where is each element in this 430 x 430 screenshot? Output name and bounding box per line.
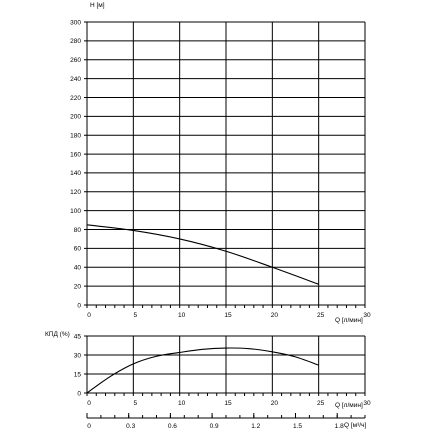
head-y-axis-label: H [м] — [90, 2, 105, 9]
top-x-tick-label: 20 — [271, 312, 279, 319]
bot-x-tick-label: 15 — [224, 400, 232, 407]
bot-x-tick-label: 0 — [87, 400, 91, 407]
bot-x-tick-label: 5 — [134, 400, 138, 407]
top-y-tick-label: 100 — [70, 208, 81, 215]
top-x-tick-label: 5 — [134, 312, 138, 319]
bot-x-tick-label: 25 — [317, 400, 325, 407]
top-y-tick-label: 40 — [74, 265, 82, 272]
top-x-tick-label: 15 — [224, 312, 232, 319]
head-curve — [86, 224, 319, 285]
top-y-tick-label: 200 — [70, 114, 81, 121]
top-y-tick-label: 220 — [70, 95, 81, 102]
efficiency-grid — [84, 335, 366, 396]
top-y-tick-label: 140 — [70, 170, 81, 177]
bot-x-tick-label: 20 — [271, 400, 279, 407]
volume-flow-axis-label: Q [м³/ч] — [344, 422, 366, 429]
volume-flow-tick-label: 1.8 — [335, 423, 344, 430]
top-y-tick-label: 240 — [70, 76, 81, 83]
top-y-tick-label: 120 — [70, 189, 81, 196]
volume-flow-tick-label: 1.2 — [251, 423, 260, 430]
top-y-tick-label: 260 — [70, 57, 81, 64]
top-x-tick-label: 30 — [363, 312, 371, 319]
efficiency-y-axis-label: КПД (%) — [45, 331, 70, 338]
head-x-ticks: 0 5 10 15 20 25 30 — [87, 312, 371, 319]
top-y-tick-label: 280 — [70, 38, 81, 45]
efficiency-chart: 0 15 30 45 0 5 10 15 20 25 30 КПД (%) Q [л/мин] — [45, 331, 371, 409]
top-y-tick-label: 0 — [77, 302, 81, 309]
efficiency-x-axis-label: Q [л/мин] — [335, 402, 363, 409]
efficiency-y-ticks: 0 15 30 45 — [74, 333, 82, 397]
volume-flow-tick-label: 0.6 — [168, 423, 177, 430]
volume-flow-tick-label: 1.5 — [293, 423, 302, 430]
efficiency-curve — [86, 347, 319, 394]
bot-x-tick-label: 10 — [178, 400, 186, 407]
head-x-axis-label: Q [л/мин] — [335, 317, 363, 324]
top-x-tick-label: 25 — [317, 312, 325, 319]
bot-y-tick-label: 45 — [74, 333, 82, 340]
volume-flow-scale: 0 0.3 0.6 0.9 1.2 1.5 1.8 Q [м³/ч] — [86, 413, 366, 430]
top-y-tick-label: 20 — [74, 283, 82, 290]
top-y-tick-label: 180 — [70, 133, 81, 140]
bot-y-tick-label: 0 — [77, 390, 81, 397]
efficiency-x-ticks: 0 5 10 15 20 25 30 — [87, 400, 371, 407]
top-y-tick-label: 160 — [70, 151, 81, 158]
top-x-tick-label: 0 — [87, 312, 91, 319]
head-chart: 0204060801001201401601802002202402602803… — [70, 2, 371, 324]
top-y-tick-label: 300 — [70, 19, 81, 26]
head-grid — [84, 21, 366, 308]
bot-x-tick-label: 30 — [363, 400, 371, 407]
volume-flow-tick-label: 0.3 — [126, 423, 135, 430]
volume-flow-tick-label: 0.9 — [210, 423, 219, 430]
top-x-tick-label: 10 — [178, 312, 186, 319]
top-y-tick-label: 60 — [74, 246, 82, 253]
bot-y-tick-label: 15 — [74, 371, 82, 378]
top-y-tick-label: 80 — [74, 227, 82, 234]
head-y-ticks: 0 20 40 60 80 100 120 140 160 180 200 220 240 260 280 3… — [70, 19, 81, 309]
volume-flow-tick-label: 0 — [87, 423, 91, 430]
bot-y-tick-label: 30 — [74, 352, 82, 359]
volume-flow-ticks: 0 0.3 0.6 0.9 1.2 1.5 1.8 — [86, 413, 366, 430]
